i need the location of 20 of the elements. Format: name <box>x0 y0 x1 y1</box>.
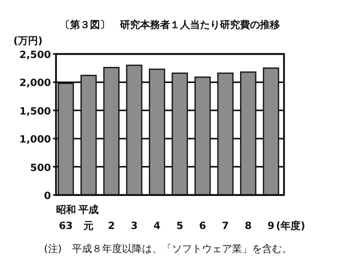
x-tick-label: 5 <box>176 221 184 232</box>
y-axis-title: (万円) <box>13 36 43 47</box>
y-tick-label: 0 <box>44 191 52 202</box>
x-tick-label: 7 <box>222 221 229 232</box>
x-tick-label: 3 <box>130 221 138 232</box>
y-tick-label: 500 <box>30 162 52 174</box>
x-tick-label: 2 <box>108 221 115 232</box>
x-axis-title: (年度) <box>276 220 306 232</box>
chart-title: 〔第３図〕 研究本務者１人当たり研究費の推移 <box>60 19 280 31</box>
y-tick-label: 1,000 <box>19 134 52 146</box>
y-tick-label: 1,500 <box>19 106 52 118</box>
x-tick-label: 昭和63 <box>56 204 76 232</box>
x-tick-label: 平成元 <box>78 204 99 232</box>
text: (注) 平成８年度以降は、「ソフトウェア業」を含む。 <box>44 243 292 255</box>
x-tick-label: 6 <box>199 221 206 232</box>
x-tick-label: 9 <box>268 221 275 232</box>
y-tick-label: 2,500 <box>19 50 52 61</box>
x-tick-label: 8 <box>244 221 252 232</box>
x-tick-label: 4 <box>154 221 161 232</box>
y-tick-label: 2,000 <box>19 78 52 90</box>
